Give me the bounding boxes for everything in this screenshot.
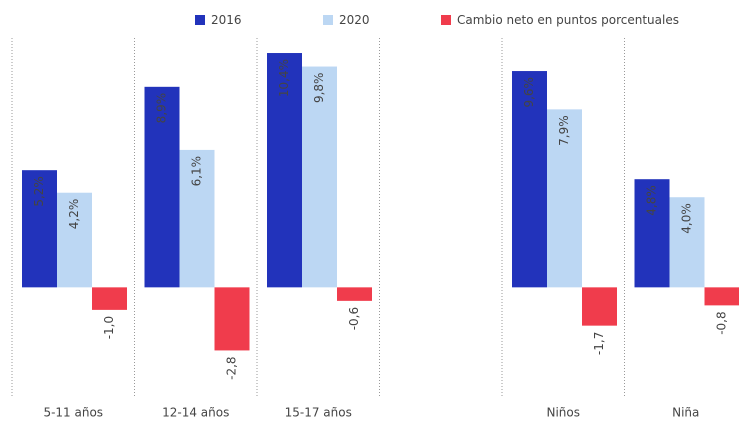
bar — [57, 192, 92, 288]
bar — [512, 71, 547, 288]
bar — [302, 66, 337, 288]
legend-label: 2020 — [339, 13, 370, 27]
value-label: 4,0% — [680, 203, 694, 234]
bar — [179, 149, 215, 288]
bar — [144, 86, 180, 288]
bar — [267, 53, 302, 288]
bar — [92, 287, 127, 310]
bar — [582, 287, 617, 326]
legend-swatch — [441, 15, 451, 25]
bar — [634, 179, 670, 288]
value-label: 9,6% — [522, 77, 536, 108]
bar — [337, 287, 372, 301]
value-label: 7,9% — [557, 115, 571, 146]
x-tick-label: Niños — [546, 406, 580, 420]
value-label: 5,2% — [32, 176, 46, 207]
value-label: -0,8 — [715, 311, 729, 334]
value-label: -1,7 — [592, 332, 606, 355]
value-label: 8,9% — [155, 93, 169, 124]
legend-swatch — [195, 15, 205, 25]
value-label: 4,8% — [645, 185, 659, 216]
value-label: 10,4% — [277, 59, 291, 97]
x-tick-label: 5-11 años — [43, 406, 103, 420]
bar — [704, 287, 739, 306]
value-label: 9,8% — [312, 73, 326, 104]
bar — [214, 287, 250, 351]
x-tick-label: Niña — [672, 406, 699, 420]
bar — [22, 170, 57, 288]
legend-swatch — [323, 15, 333, 25]
legend-label: 2016 — [211, 13, 242, 27]
value-label: -0,6 — [347, 307, 361, 330]
value-label: -2,8 — [225, 356, 239, 379]
x-tick-label: 12-14 años — [162, 406, 229, 420]
legend-label: Cambio neto en puntos porcentuales — [457, 13, 679, 27]
x-tick-label: 15-17 años — [285, 406, 352, 420]
value-label: 6,1% — [190, 156, 204, 187]
bar — [669, 197, 705, 288]
bar — [547, 109, 582, 288]
value-label: -1,0 — [102, 316, 116, 339]
value-label: 4,2% — [67, 199, 81, 230]
